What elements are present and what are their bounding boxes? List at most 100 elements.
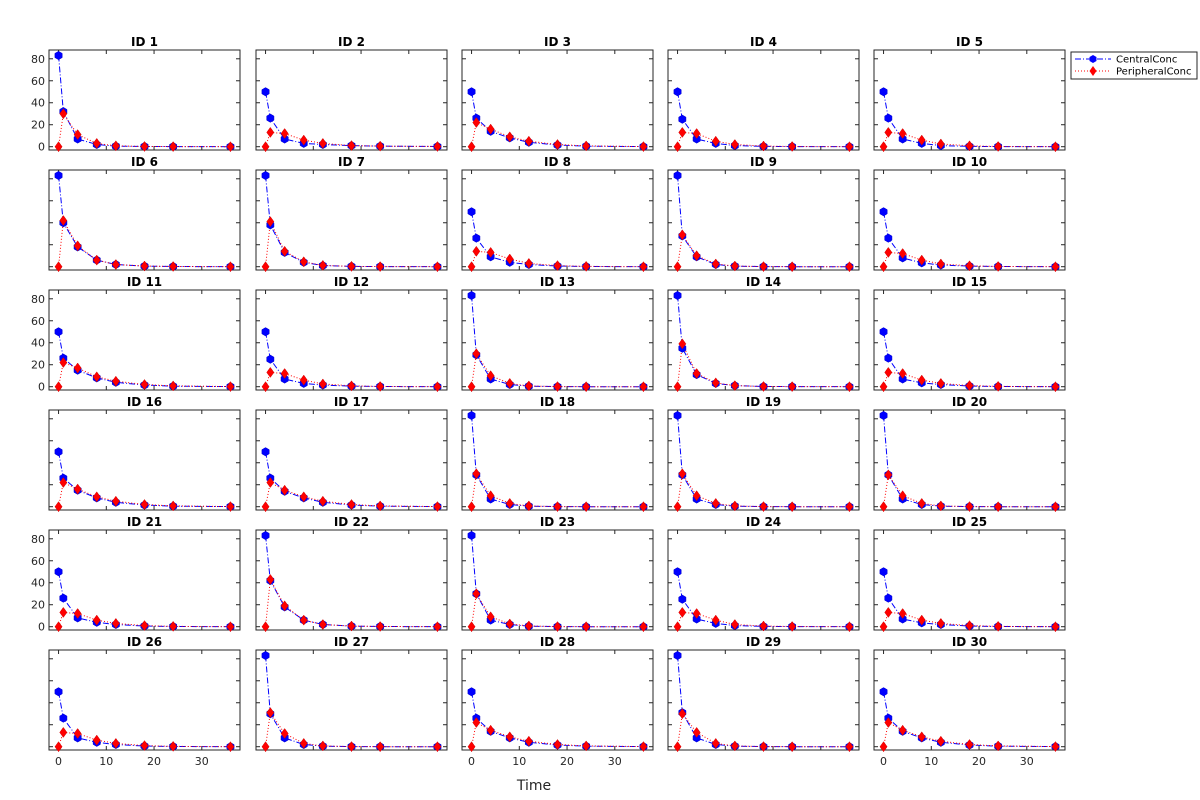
peripheral-conc-point [917, 497, 926, 509]
central-conc-line [677, 415, 850, 508]
central-conc-point [879, 87, 888, 97]
panel-title: ID 15 [952, 275, 987, 289]
panel: ID 28 0 10 20 30 [461, 635, 654, 768]
central-conc-point [879, 327, 888, 337]
peripheral-conc-point [169, 740, 178, 752]
peripheral-conc-point [433, 141, 442, 152]
peripheral-conc-point [169, 380, 178, 392]
panel: ID 3 [461, 35, 654, 153]
central-conc-point [59, 593, 68, 603]
central-conc-point [472, 233, 481, 243]
peripheral-conc-point [845, 381, 854, 393]
axes-box [48, 289, 241, 391]
central-conc-line [265, 175, 438, 268]
peripheral-conc-point [347, 741, 356, 753]
peripheral-conc-point [486, 123, 495, 135]
central-conc-line [471, 295, 644, 388]
central-conc-line [883, 415, 1056, 508]
panel: ID 9 [667, 155, 860, 273]
peripheral-conc-point [730, 139, 739, 150]
peripheral-conc-point [582, 621, 591, 633]
panel-title: ID 26 [127, 635, 162, 649]
y-tick-label: 20 [31, 359, 45, 372]
central-conc-point [678, 114, 687, 124]
peripheral-conc-point [92, 491, 101, 503]
peripheral-conc-point [673, 741, 682, 753]
peripheral-conc-point [678, 229, 687, 241]
central-conc-line [265, 331, 438, 388]
panel: ID 2 [255, 35, 448, 153]
x-tick-label: 20 [560, 755, 574, 768]
peripheral-conc-point [111, 140, 120, 152]
peripheral-conc-point [936, 258, 945, 270]
peripheral-conc-point [759, 140, 768, 152]
central-conc-line [883, 211, 1056, 268]
central-conc-point [467, 531, 476, 540]
peripheral-conc-point [472, 468, 481, 480]
axes-box [48, 169, 241, 271]
peripheral-conc-point [59, 726, 68, 738]
central-conc-line [471, 211, 644, 268]
peripheral-conc-point [433, 741, 442, 753]
peripheral-conc-line [265, 577, 438, 628]
x-tick-label: 20 [972, 755, 986, 768]
peripheral-conc-point [169, 620, 178, 632]
panel-title: ID 3 [544, 35, 571, 49]
peripheral-conc-point [917, 254, 926, 266]
panel: ID 29 [667, 635, 860, 753]
peripheral-conc-point [467, 741, 476, 753]
x-tick-label: 30 [195, 755, 209, 768]
panel-title: ID 4 [750, 35, 777, 49]
peripheral-conc-point [261, 381, 270, 393]
peripheral-conc-point [59, 215, 68, 226]
peripheral-conc-point [678, 708, 687, 720]
peripheral-conc-point [711, 135, 720, 147]
y-tick-label: 0 [38, 381, 45, 394]
peripheral-conc-point [467, 261, 476, 273]
peripheral-conc-point [111, 737, 120, 749]
panel-title: ID 16 [127, 395, 162, 409]
peripheral-conc-point [347, 380, 356, 392]
peripheral-conc-point [639, 261, 648, 273]
peripheral-conc-point [92, 137, 101, 149]
peripheral-conc-point [226, 621, 235, 633]
peripheral-conc-point [936, 377, 945, 389]
central-conc-point [280, 374, 289, 384]
central-conc-point [673, 87, 682, 97]
central-conc-point [261, 651, 270, 660]
central-conc-point [54, 171, 63, 180]
central-conc-point [261, 327, 270, 337]
peripheral-conc-point [73, 608, 82, 619]
axes-box [461, 409, 654, 511]
central-conc-point [898, 134, 907, 144]
central-conc-point [261, 171, 270, 180]
peripheral-conc-point [673, 381, 682, 393]
peripheral-conc-point [692, 490, 701, 502]
panel: ID 24 [667, 515, 860, 633]
peripheral-conc-point [111, 375, 120, 387]
peripheral-conc-point [845, 141, 854, 153]
peripheral-conc-point [433, 621, 442, 633]
peripheral-conc-point [845, 501, 854, 513]
peripheral-conc-point [524, 500, 533, 512]
peripheral-conc-point [92, 734, 101, 746]
peripheral-conc-point [59, 606, 68, 618]
peripheral-conc-point [92, 614, 101, 626]
peripheral-conc-point [994, 501, 1003, 513]
panel-title: ID 6 [131, 155, 158, 169]
peripheral-conc-point [486, 490, 495, 502]
peripheral-conc-point [678, 338, 687, 350]
panel: ID 14 [667, 275, 860, 393]
peripheral-conc-point [1051, 261, 1060, 273]
panel-title: ID 5 [956, 35, 983, 49]
panel: ID 15 [873, 275, 1066, 393]
axes-box [255, 529, 448, 631]
peripheral-conc-line [677, 712, 850, 748]
peripheral-conc-point [226, 141, 235, 153]
peripheral-conc-point [879, 141, 888, 153]
panel: ID 22 [255, 515, 448, 633]
peripheral-conc-point [936, 500, 945, 512]
peripheral-conc-point [140, 740, 149, 752]
central-conc-line [677, 91, 850, 148]
panel-title: ID 19 [746, 395, 781, 409]
